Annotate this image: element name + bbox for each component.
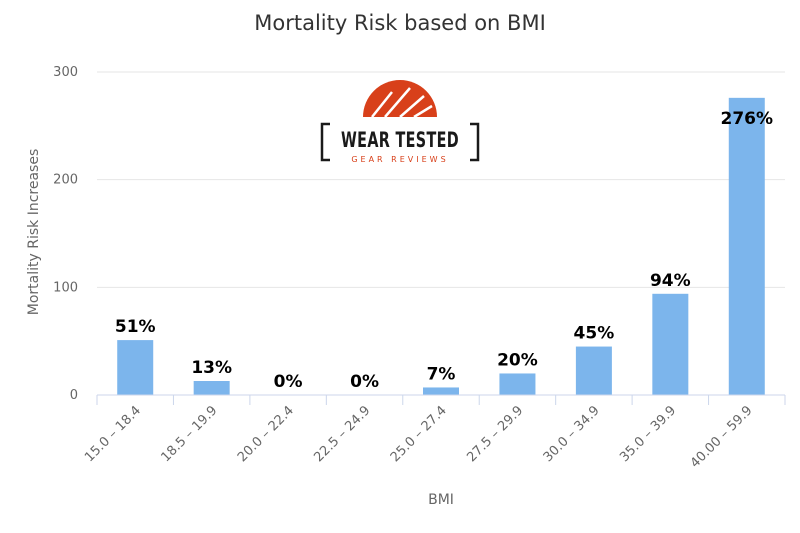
y-tick-label: 0: [70, 388, 78, 403]
x-tick-label: 15.0 – 18.4: [82, 403, 144, 465]
data-label: 94%: [650, 271, 691, 291]
bars: [117, 97, 765, 395]
x-tick-label: 18.5 – 19.9: [159, 403, 221, 465]
data-label: 0%: [350, 372, 379, 392]
data-label: 276%: [721, 109, 774, 129]
bar: [423, 387, 459, 395]
data-label: 13%: [191, 358, 232, 378]
x-tick-label: 22.5 – 24.9: [311, 403, 373, 465]
data-label: 20%: [497, 350, 538, 370]
data-label: 0%: [274, 372, 303, 392]
gridlines: [97, 71, 785, 288]
x-tick-label: 25.0 – 27.4: [388, 403, 450, 465]
bar: [652, 293, 689, 395]
x-axis-ticks: 15.0 – 18.4 18.5 – 19.9 20.0 – 22.4 22.5 – …: [82, 395, 786, 471]
x-tick-label: 40.00 – 59.9: [688, 403, 756, 471]
bar: [193, 381, 230, 395]
logo-subtitle: GEAR REVIEWS: [351, 155, 448, 164]
y-axis-ticks: 0 100 200 300: [53, 65, 78, 403]
bar: [499, 373, 536, 395]
x-tick-label: 20.0 – 22.4: [235, 403, 297, 465]
logo-aperture-blades: [371, 87, 433, 119]
y-tick-label: 100: [53, 280, 78, 295]
y-tick-label: 300: [53, 65, 78, 80]
x-tick-label: 35.0 – 39.9: [617, 403, 679, 465]
bar: [575, 346, 612, 395]
data-label: 45%: [574, 324, 615, 344]
y-axis-title: Mortality Risk Increases: [26, 149, 42, 315]
x-tick-label: 27.5 – 29.9: [464, 403, 526, 465]
data-labels: 51% 13% 0% 0% 7% 20% 45% 94% 276%: [115, 109, 773, 392]
logo-title: WEAR TESTED: [341, 128, 459, 152]
bar: [117, 340, 154, 395]
x-tick-label: 30.0 – 34.9: [541, 403, 603, 465]
data-label: 51%: [115, 317, 156, 337]
x-axis-title: BMI: [428, 492, 454, 508]
wear-tested-logo: WEAR TESTED GEAR REVIEWS: [320, 80, 480, 164]
y-tick-label: 200: [53, 173, 78, 188]
logo-frame: [320, 122, 480, 162]
chart-title: Mortality Risk based on BMI: [254, 11, 546, 35]
data-label: 7%: [427, 364, 456, 384]
bar: [728, 97, 765, 395]
